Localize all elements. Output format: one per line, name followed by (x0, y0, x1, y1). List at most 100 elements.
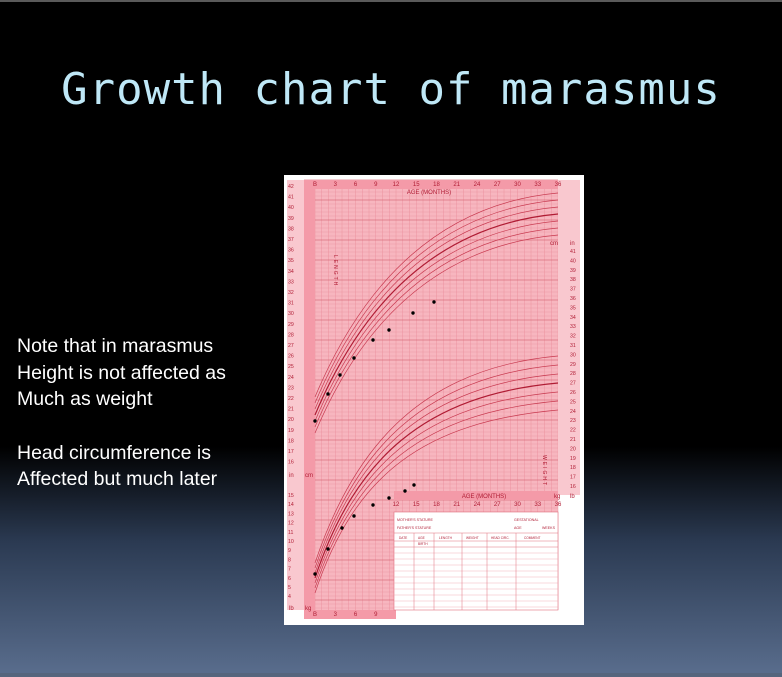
length-percentile-curve (314, 234, 559, 434)
left-in-tick: 28 (288, 332, 294, 338)
age-tick-base: 9 (374, 612, 378, 618)
top-border (0, 0, 782, 2)
right-lb-tick: 18 (570, 465, 576, 471)
record-col-head: HEAD CIRC. (491, 536, 510, 540)
left-in-tick: 20 (288, 417, 294, 423)
patient-point (313, 419, 317, 423)
left-lb-tick: 10 (288, 539, 294, 545)
right-lb-tick: 20 (570, 446, 576, 452)
length-percentile-curve (314, 199, 559, 404)
age-tick-top: 27 (494, 182, 501, 188)
patient-point (326, 392, 330, 396)
left-lb-tick: 5 (288, 585, 291, 591)
unit-in-left: in (289, 473, 294, 479)
patient-point (432, 300, 436, 304)
age-tick-top: 18 (433, 182, 440, 188)
left-lb-tick: 7 (288, 567, 291, 573)
weight-percentile-curve (314, 364, 559, 569)
note-line-5: Affected but much later (17, 468, 218, 490)
patient-point (313, 572, 317, 576)
left-in-tick: 19 (288, 428, 294, 434)
age-tick-top: 15 (413, 182, 420, 188)
patient-point (352, 356, 356, 360)
weight-percentile-curve (314, 373, 559, 574)
left-in-tick: 32 (288, 290, 294, 296)
weight-percentile-curve (314, 391, 559, 584)
age-tick-top: 30 (514, 182, 521, 188)
right-lb-tick: 16 (570, 484, 576, 490)
right-lb-tick: 19 (570, 456, 576, 462)
age-tick-base: 3 (334, 612, 338, 618)
left-in-tick: 25 (288, 364, 294, 370)
left-in-tick: 22 (288, 396, 294, 402)
length-percentile-curve (314, 213, 559, 416)
record-mother-stature: MOTHER'S STATURE (397, 518, 433, 522)
slide-title: Growth chart of marasmus (61, 64, 721, 115)
unit-in-right: in (570, 241, 575, 247)
record-col-length: LENGTH (439, 536, 453, 540)
unit-cm-left: cm (305, 473, 313, 479)
record-col-age: AGE (418, 536, 425, 540)
patient-point (371, 338, 375, 342)
weight-percentile-curve (314, 409, 559, 594)
left-in-tick: 34 (288, 269, 294, 275)
record-father-stature: FATHER'S STATURE (397, 526, 432, 530)
left-in-tick: 21 (288, 407, 294, 413)
right-lb-tick: 38 (570, 277, 576, 283)
age-tick-top: 24 (474, 182, 481, 188)
right-lb-tick: 23 (570, 418, 576, 424)
patient-point (387, 328, 391, 332)
length-percentile-curve (314, 192, 559, 398)
left-in-tick: 18 (288, 438, 294, 444)
age-tick-bottom: 18 (433, 502, 440, 508)
right-scale-strip (558, 180, 580, 495)
growth-chart-image: 42 41 40 39 38 37 36 35 34 33 32 31 30 29 28 27 26 25 24 23… (284, 175, 584, 625)
left-in-tick: 30 (288, 311, 294, 317)
length-vertical-label: LENGTH (332, 255, 338, 287)
record-col-date: DATE (399, 536, 407, 540)
age-tick-bottom: 36 (555, 502, 562, 508)
left-in-tick: 16 (288, 460, 294, 466)
unit-cm-right: cm (550, 241, 558, 247)
left-in-tick: 35 (288, 258, 294, 264)
left-in-tick: 31 (288, 301, 294, 307)
age-ticks-bottom: 12 15 18 21 24 27 30 33 36B 3 6 9 (313, 502, 562, 618)
left-in-tick: 36 (288, 248, 294, 254)
age-tick-top: 33 (534, 182, 541, 188)
left-in-tick: 37 (288, 237, 294, 243)
age-tick-top: 3 (334, 182, 338, 188)
age-tick-bottom: 24 (474, 502, 481, 508)
record-age: AGE (514, 526, 522, 530)
left-in-tick: 27 (288, 343, 294, 349)
left-lb-tick: 15 (288, 493, 294, 499)
patient-point (371, 503, 375, 507)
patient-point (338, 373, 342, 377)
right-lb-tick: 34 (570, 315, 576, 321)
left-cm-strip (304, 180, 315, 610)
right-lb-tick: 40 (570, 258, 576, 264)
right-lb-tick: 26 (570, 390, 576, 396)
weight-vertical-label: WEIGHT (541, 455, 547, 487)
record-col-comment: COMMENT (524, 536, 541, 540)
left-lb-tick: 14 (288, 502, 294, 508)
length-percentile-curve (314, 220, 559, 422)
record-gestational: GESTATIONAL (514, 518, 539, 522)
length-percentile-curve (314, 206, 559, 410)
left-in-tick: 39 (288, 216, 294, 222)
left-lb-tick: 8 (288, 557, 291, 563)
age-tick-bottom: 12 (393, 502, 400, 508)
record-table-grid (394, 532, 558, 610)
left-in-tick: 33 (288, 279, 294, 285)
weight-percentile-curve (314, 355, 559, 564)
record-birth: BIRTH (418, 542, 428, 546)
age-label-top: AGE (MONTHS) (407, 190, 451, 196)
unit-lb-left: lb (289, 606, 294, 612)
right-lb-tick: 22 (570, 428, 576, 434)
note-line-2: Height is not affected as (17, 361, 226, 384)
patient-point (340, 526, 344, 530)
left-lb-tick: 13 (288, 511, 294, 517)
left-in-tick: 29 (288, 322, 294, 328)
unit-kg-right: kg (554, 494, 560, 500)
unit-lb-right: lb (570, 494, 575, 500)
age-tick-bottom: 27 (494, 502, 501, 508)
